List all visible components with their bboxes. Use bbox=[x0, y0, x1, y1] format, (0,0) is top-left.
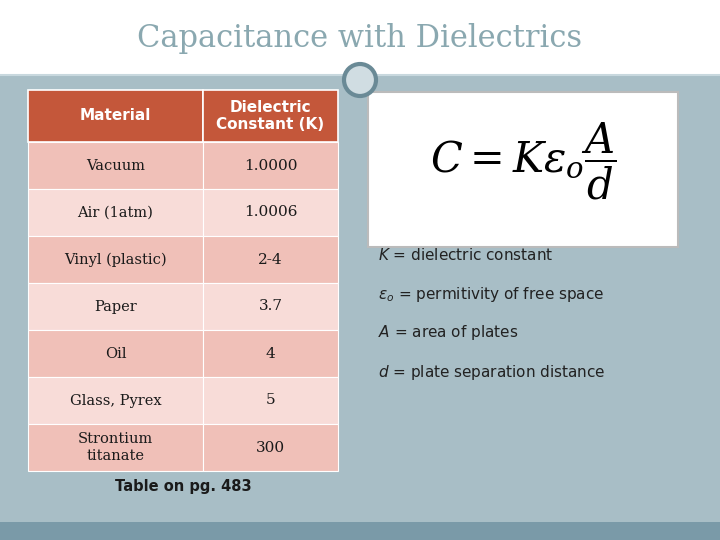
Bar bbox=[0, 0, 720, 75]
Text: Oil: Oil bbox=[104, 347, 126, 361]
Text: Glass, Pyrex: Glass, Pyrex bbox=[70, 394, 161, 408]
FancyBboxPatch shape bbox=[203, 142, 338, 189]
Text: 300: 300 bbox=[256, 441, 285, 455]
FancyBboxPatch shape bbox=[28, 236, 203, 283]
FancyBboxPatch shape bbox=[203, 330, 338, 377]
FancyBboxPatch shape bbox=[203, 377, 338, 424]
Circle shape bbox=[344, 64, 376, 96]
FancyBboxPatch shape bbox=[28, 142, 203, 189]
FancyBboxPatch shape bbox=[28, 424, 203, 471]
Text: 4: 4 bbox=[266, 347, 275, 361]
Text: $\varepsilon_o$ = permitivity of free space: $\varepsilon_o$ = permitivity of free sp… bbox=[378, 286, 604, 305]
Text: 3.7: 3.7 bbox=[258, 300, 282, 314]
Text: Strontium
titanate: Strontium titanate bbox=[78, 433, 153, 463]
Text: 2-4: 2-4 bbox=[258, 253, 283, 267]
Text: 1.0000: 1.0000 bbox=[244, 159, 297, 172]
Text: 5: 5 bbox=[266, 394, 275, 408]
Text: $K$ = dielectric constant: $K$ = dielectric constant bbox=[378, 247, 554, 263]
Text: Paper: Paper bbox=[94, 300, 137, 314]
FancyBboxPatch shape bbox=[203, 189, 338, 236]
FancyBboxPatch shape bbox=[28, 330, 203, 377]
Text: 1.0006: 1.0006 bbox=[244, 206, 297, 219]
FancyBboxPatch shape bbox=[28, 189, 203, 236]
FancyBboxPatch shape bbox=[203, 424, 338, 471]
Text: Vinyl (plastic): Vinyl (plastic) bbox=[64, 252, 167, 267]
FancyBboxPatch shape bbox=[368, 92, 678, 247]
FancyBboxPatch shape bbox=[203, 283, 338, 330]
FancyBboxPatch shape bbox=[28, 90, 203, 142]
Text: Table on pg. 483: Table on pg. 483 bbox=[114, 480, 251, 495]
Text: Material: Material bbox=[80, 109, 151, 124]
FancyBboxPatch shape bbox=[28, 283, 203, 330]
Text: Capacitance with Dielectrics: Capacitance with Dielectrics bbox=[138, 23, 582, 53]
FancyBboxPatch shape bbox=[28, 377, 203, 424]
Bar bbox=[0, 522, 720, 540]
FancyBboxPatch shape bbox=[203, 90, 338, 142]
Text: $C = K\varepsilon_o \dfrac{A}{d}$: $C = K\varepsilon_o \dfrac{A}{d}$ bbox=[430, 121, 616, 202]
FancyBboxPatch shape bbox=[203, 236, 338, 283]
Text: Air (1atm): Air (1atm) bbox=[78, 206, 153, 219]
Text: $d$ = plate separation distance: $d$ = plate separation distance bbox=[378, 362, 606, 381]
Text: $A$ = area of plates: $A$ = area of plates bbox=[378, 322, 518, 341]
Text: Dielectric
Constant (K): Dielectric Constant (K) bbox=[217, 100, 325, 132]
Text: Vacuum: Vacuum bbox=[86, 159, 145, 172]
